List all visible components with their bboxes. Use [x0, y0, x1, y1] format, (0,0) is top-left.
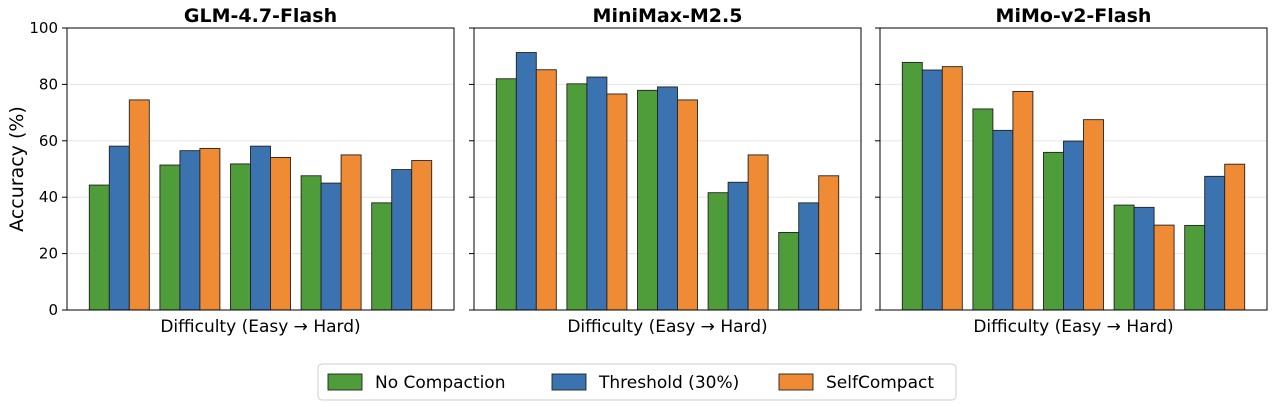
- bar-selfcompact-cat-3: [270, 156, 291, 311]
- bar-selfcompact-cat-1: [535, 69, 557, 311]
- bar-selfcompact-cat-2: [1012, 90, 1034, 311]
- chart-panel-3: MiMo-v2-Flash Difficulty (Easy → Hard): [875, 5, 1268, 337]
- legend-label-1: No Compaction: [375, 373, 505, 393]
- plot-frame: [66, 27, 455, 311]
- bar-no-compaction-cat-2: [566, 83, 588, 311]
- bar-selfcompact-cat-4: [340, 154, 362, 311]
- bar-selfcompact-cat-1: [941, 66, 963, 311]
- plot-frame: [473, 27, 862, 311]
- chart-panel-2: MiniMax-M2.5 Difficulty (Easy → Hard): [469, 5, 862, 337]
- bar-no-compaction-cat-4: [300, 175, 322, 311]
- bar-no-compaction-cat-4: [1113, 204, 1135, 311]
- bar-threshold-30-cat-1: [108, 145, 130, 311]
- bar-selfcompact-cat-5: [411, 160, 433, 311]
- bar-no-compaction-cat-5: [778, 231, 800, 311]
- bar-selfcompact-cat-5: [818, 175, 840, 311]
- legend-label-3: SelfCompact: [826, 373, 934, 393]
- bar-no-compaction-cat-5: [1184, 224, 1206, 311]
- bar-selfcompact-cat-2: [199, 147, 221, 311]
- bar-selfcompact-cat-5: [1224, 163, 1246, 311]
- y-tick-label: 80: [39, 75, 58, 93]
- bar-no-compaction-cat-5: [371, 202, 393, 311]
- legend-box: [317, 363, 957, 401]
- bar-no-compaction-cat-1: [495, 78, 517, 311]
- bar-no-compaction-cat-2: [972, 108, 994, 311]
- chart-title: MiMo-v2-Flash: [996, 5, 1152, 27]
- y-tick-label: 40: [39, 188, 58, 206]
- bar-selfcompact-cat-2: [606, 93, 628, 311]
- y-tick-label: 20: [39, 245, 58, 263]
- x-axis-label: Difficulty (Easy → Hard): [567, 317, 767, 337]
- plot-frame: [879, 27, 1268, 311]
- bar-no-compaction-cat-3: [637, 89, 658, 311]
- bar-threshold-30-cat-2: [992, 129, 1014, 311]
- legend-swatch-3: [778, 373, 814, 391]
- bar-threshold-30-cat-3: [657, 86, 678, 311]
- bar-no-compaction-cat-2: [159, 164, 181, 311]
- bar-no-compaction-cat-3: [230, 163, 251, 311]
- chart-title: GLM-4.7-Flash: [184, 5, 337, 27]
- bar-threshold-30-cat-4: [1133, 206, 1155, 311]
- bar-selfcompact-cat-1: [128, 99, 150, 311]
- y-tick-label: 0: [48, 301, 58, 319]
- bar-selfcompact-cat-4: [1153, 224, 1175, 311]
- legend-swatch-2: [551, 373, 587, 391]
- bar-no-compaction-cat-1: [901, 61, 923, 311]
- chart-panel-1: 0 20 40 60 80 100 GLM-4.7-Flash Difficulty (Eas…: [6, 5, 455, 337]
- legend-label-2: Threshold (30%): [598, 373, 739, 393]
- bar-selfcompact-cat-4: [747, 154, 769, 311]
- x-axis-label: Difficulty (Easy → Hard): [973, 317, 1173, 337]
- bar-no-compaction-cat-4: [707, 192, 729, 311]
- bar-threshold-30-cat-1: [921, 69, 943, 311]
- bar-threshold-30-cat-4: [727, 181, 749, 311]
- bar-threshold-30-cat-2: [586, 76, 608, 311]
- bar-threshold-30-cat-5: [391, 169, 413, 311]
- bar-no-compaction-cat-3: [1043, 151, 1064, 311]
- y-tick-label: 100: [29, 19, 58, 37]
- bar-threshold-30-cat-3: [250, 145, 271, 311]
- x-axis-label: Difficulty (Easy → Hard): [160, 317, 360, 337]
- bar-threshold-30-cat-1: [515, 52, 537, 311]
- bar-threshold-30-cat-2: [179, 150, 201, 311]
- bar-threshold-30-cat-3: [1063, 140, 1084, 311]
- legend: No Compaction Threshold (30%) SelfCompact: [317, 363, 957, 401]
- bar-threshold-30-cat-5: [1204, 175, 1226, 311]
- bar-threshold-30-cat-5: [798, 202, 820, 311]
- bar-selfcompact-cat-3: [677, 99, 698, 311]
- y-axis-label: Accuracy (%): [6, 106, 28, 232]
- bar-no-compaction-cat-1: [88, 184, 110, 311]
- chart-title: MiniMax-M2.5: [593, 5, 743, 27]
- bar-threshold-30-cat-4: [320, 182, 342, 311]
- bar-selfcompact-cat-3: [1083, 119, 1104, 311]
- legend-swatch-1: [327, 373, 363, 391]
- y-tick-label: 60: [39, 132, 58, 150]
